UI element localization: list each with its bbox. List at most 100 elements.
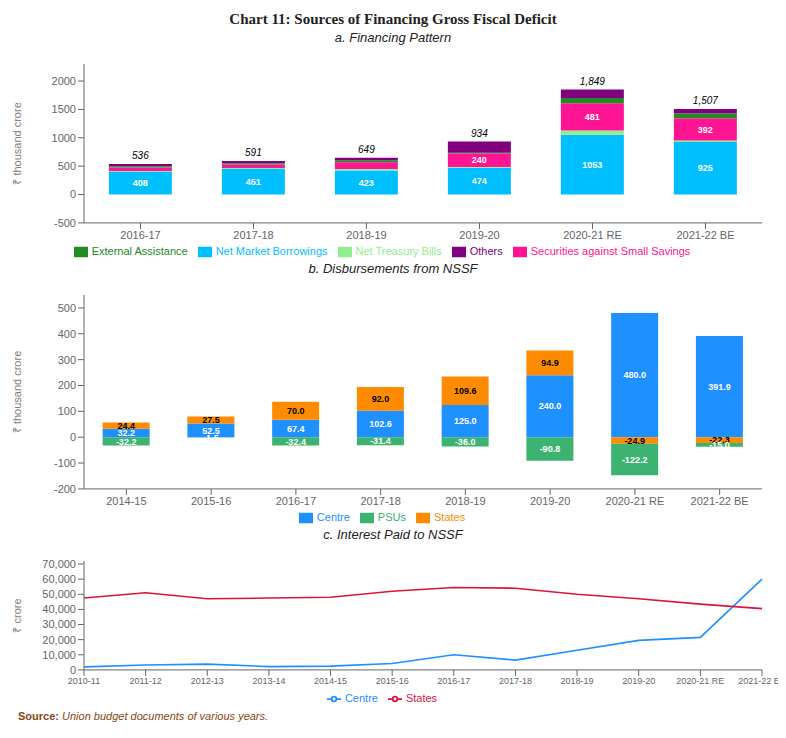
html-text:Centre: Centre: [344, 691, 378, 704]
html-text:Net Treasury Bills: Net Treasury Bills: [355, 244, 442, 257]
svg-text:40,000: 40,000: [42, 603, 76, 615]
svg-text:60,000: 60,000: [42, 573, 76, 585]
svg-text:92.0: 92.0: [372, 394, 390, 404]
svg-text:925: 925: [698, 163, 713, 173]
svg-text:-1.5: -1.5: [203, 433, 219, 443]
svg-text:240.0: 240.0: [539, 401, 562, 411]
svg-text:2021-22 BE: 2021-22 BE: [676, 229, 734, 241]
svg-text:480.0: 480.0: [623, 370, 646, 380]
svg-text:125.0: 125.0: [454, 416, 477, 426]
svg-text:481: 481: [585, 112, 600, 122]
svg-text:591: 591: [245, 147, 262, 158]
svg-text:50,000: 50,000: [42, 588, 76, 600]
svg-text:0: 0: [70, 664, 76, 676]
svg-text:20,000: 20,000: [42, 634, 76, 646]
svg-text:2012-13: 2012-13: [191, 676, 224, 686]
svg-text:2018-19: 2018-19: [445, 495, 485, 507]
svg-text:649: 649: [358, 144, 375, 155]
svg-text:2000: 2000: [52, 75, 76, 87]
svg-text:1053: 1053: [582, 160, 602, 170]
html-text:c. Interest Paid to NSSF: c. Interest Paid to NSSF: [323, 527, 463, 542]
svg-text:500: 500: [58, 160, 76, 172]
svg-text:2015-16: 2015-16: [376, 676, 409, 686]
svg-text:1500: 1500: [52, 103, 76, 115]
svg-text:0: 0: [70, 431, 76, 443]
html-text:External Assistance: External Assistance: [91, 244, 188, 257]
html-text:Securities against Small Savin: Securities against Small Savings: [530, 244, 691, 257]
svg-text:2017-18: 2017-18: [360, 495, 400, 507]
svg-text:94.9: 94.9: [541, 358, 559, 368]
html-text:PSUs: PSUs: [377, 510, 406, 523]
svg-text:2017-18: 2017-18: [499, 676, 532, 686]
svg-text:-24.9: -24.9: [624, 436, 645, 446]
svg-text:24.4: 24.4: [117, 421, 135, 431]
svg-text:-36.0: -36.0: [455, 437, 476, 447]
svg-text:392: 392: [698, 125, 713, 135]
svg-text:₹ crore: ₹ crore: [11, 598, 23, 632]
svg-text:-90.8: -90.8: [540, 444, 561, 454]
html-text:b. Disbursements from NSSF: b. Disbursements from NSSF: [308, 261, 478, 276]
html-text:States: States: [434, 510, 466, 523]
svg-text:2011-12: 2011-12: [129, 676, 161, 686]
svg-text:240: 240: [472, 155, 487, 165]
svg-text:-15.0: -15.0: [709, 440, 730, 450]
svg-text:536: 536: [132, 150, 149, 161]
svg-text:10,000: 10,000: [42, 649, 76, 661]
svg-text:2020-21 RE: 2020-21 RE: [676, 676, 724, 686]
svg-text:2020-21 RE: 2020-21 RE: [563, 229, 622, 241]
html-text:Net Market Borrowings: Net Market Borrowings: [215, 244, 328, 257]
svg-text:1000: 1000: [52, 132, 76, 144]
svg-text:2020-21 RE: 2020-21 RE: [606, 495, 665, 507]
svg-text:-32.4: -32.4: [285, 437, 306, 447]
svg-text:₹ thousand crore: ₹ thousand crore: [11, 351, 23, 433]
svg-text:-500: -500: [54, 217, 76, 229]
svg-text:2016-17: 2016-17: [276, 495, 316, 507]
html-text:Chart 11: Sources of Financing: Chart 11: Sources of Financing Gross Fis…: [229, 11, 557, 27]
svg-text:934: 934: [471, 128, 488, 139]
svg-text:451: 451: [246, 177, 261, 187]
svg-text:400: 400: [58, 328, 76, 340]
svg-text:2019-20: 2019-20: [459, 229, 499, 241]
svg-text:2016-17: 2016-17: [437, 676, 470, 686]
svg-text:-200: -200: [54, 483, 76, 495]
svg-text:2015-16: 2015-16: [191, 495, 231, 507]
svg-text:2019-20: 2019-20: [530, 495, 570, 507]
svg-text:2018-19: 2018-19: [561, 676, 594, 686]
svg-text:474: 474: [472, 176, 487, 186]
svg-text:2014-15: 2014-15: [106, 495, 146, 507]
svg-text:-122.2: -122.2: [622, 455, 648, 465]
svg-text:2010-11: 2010-11: [68, 676, 100, 686]
html-text:Centre: Centre: [316, 510, 350, 523]
svg-text:-31.4: -31.4: [370, 436, 391, 446]
svg-text:102.6: 102.6: [369, 419, 392, 429]
svg-text:100: 100: [58, 405, 76, 417]
svg-text:67.4: 67.4: [287, 424, 305, 434]
svg-text:2014-15: 2014-15: [314, 676, 347, 686]
html-text:Others: Others: [469, 244, 503, 257]
svg-text:70,000: 70,000: [42, 558, 76, 570]
svg-text:2021-22 BE: 2021-22 BE: [691, 495, 749, 507]
svg-text:2018-19: 2018-19: [346, 229, 386, 241]
svg-text:1,849: 1,849: [580, 76, 605, 87]
svg-text:408: 408: [133, 178, 148, 188]
svg-text:-32.2: -32.2: [116, 437, 137, 447]
svg-text:0: 0: [70, 188, 76, 200]
svg-text:1,507: 1,507: [693, 95, 718, 106]
html-text:a. Financing Pattern: a. Financing Pattern: [334, 30, 452, 45]
svg-text:-100: -100: [54, 457, 76, 469]
svg-text:70.0: 70.0: [287, 406, 305, 416]
svg-text:300: 300: [58, 354, 76, 366]
svg-text:2021-22 BE: 2021-22 BE: [738, 676, 778, 686]
svg-text:27.5: 27.5: [202, 415, 220, 425]
svg-text:200: 200: [58, 379, 76, 391]
svg-text:423: 423: [359, 178, 374, 188]
svg-text:2016-17: 2016-17: [120, 229, 160, 241]
svg-text:₹ thousand crore: ₹ thousand crore: [11, 102, 23, 184]
svg-text:109.6: 109.6: [454, 386, 477, 396]
svg-text:30,000: 30,000: [42, 618, 76, 630]
svg-text:391.9: 391.9: [708, 382, 731, 392]
svg-text:2019-20: 2019-20: [622, 676, 655, 686]
svg-text:2013-14: 2013-14: [252, 676, 285, 686]
svg-text:500: 500: [58, 302, 76, 314]
svg-text:2017-18: 2017-18: [233, 229, 273, 241]
